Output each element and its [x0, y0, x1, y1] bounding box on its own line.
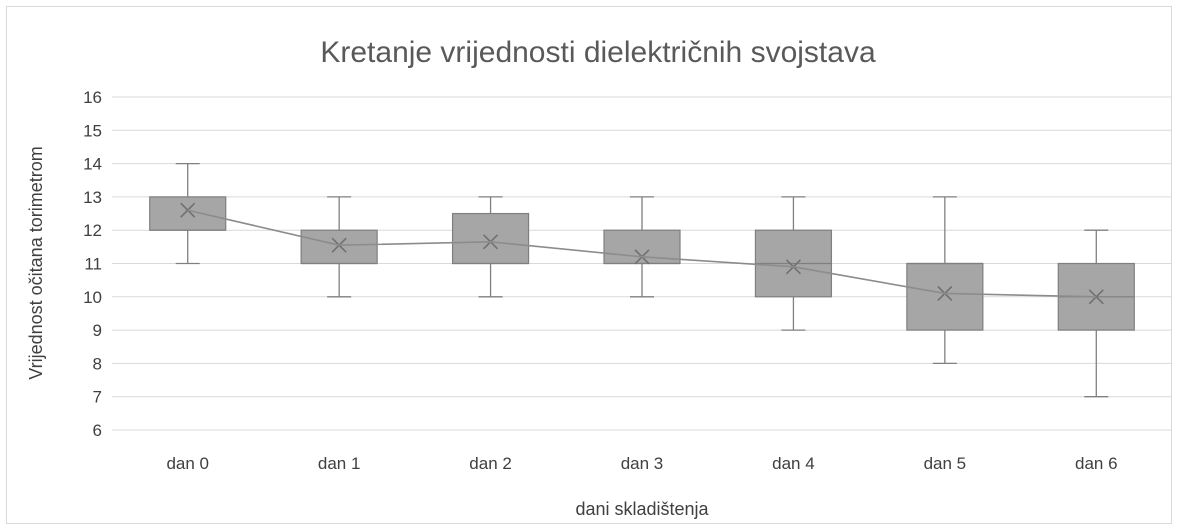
y-tick-label: 11 [84, 255, 102, 274]
y-tick-label: 16 [83, 88, 102, 107]
y-tick-label: 13 [83, 188, 102, 207]
y-tick-label: 6 [93, 421, 102, 440]
x-tick-label: dan 6 [1075, 454, 1118, 473]
box-1 [300, 196, 378, 298]
y-tick-label: 8 [93, 354, 102, 373]
x-axis-title: dani skladištenja [575, 499, 709, 519]
boxes-layer [149, 162, 1135, 398]
box-2 [451, 196, 530, 298]
mean-line [187, 209, 1097, 298]
x-tick-label: dan 2 [469, 454, 512, 473]
grid-lines [112, 96, 1172, 431]
box-body [149, 196, 227, 231]
y-tick-label: 12 [83, 221, 102, 240]
box-body [906, 262, 984, 331]
mean-line-layer [187, 209, 1097, 298]
y-tick-label: 15 [83, 121, 102, 140]
chart-title: Kretanje vrijednosti dielektričnih svojs… [320, 36, 876, 69]
y-axis-title: Vrijednost očitana torimetrom [26, 146, 46, 379]
box-6 [1057, 229, 1135, 398]
x-tick-label: dan 5 [924, 454, 967, 473]
box-4 [754, 196, 833, 331]
x-tick-label: dan 3 [621, 454, 664, 473]
y-tick-label: 9 [93, 321, 102, 340]
y-tick-label: 14 [83, 155, 102, 174]
y-axis-ticks: 6 7 8 9 10 11 12 13 14 15 16 [83, 88, 102, 440]
y-tick-label: 10 [83, 288, 102, 307]
box-body [300, 229, 378, 265]
box-body [451, 212, 530, 265]
x-tick-label: dan 4 [772, 454, 815, 473]
box-0 [149, 162, 227, 265]
y-tick-label: 7 [93, 388, 102, 407]
x-axis-ticks: dan 0 dan 1 dan 2 dan 3 dan 4 dan 5 dan 6 [166, 454, 1117, 473]
x-tick-label: dan 1 [318, 454, 361, 473]
box-5 [906, 196, 984, 365]
box-3 [603, 196, 681, 298]
x-tick-label: dan 0 [166, 454, 209, 473]
